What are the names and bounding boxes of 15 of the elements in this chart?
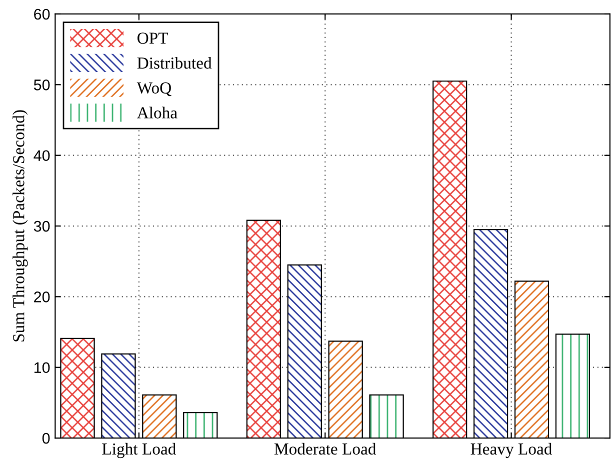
legend-label: Distributed bbox=[137, 56, 212, 69]
legend-label: OPT bbox=[138, 32, 168, 44]
x-tick-label: Moderate Load bbox=[274, 442, 376, 455]
y-tick-label: 60 bbox=[34, 8, 50, 20]
y-tick-label: 30 bbox=[34, 220, 50, 232]
y-tick-label: 10 bbox=[34, 362, 50, 374]
y-tick-label: 40 bbox=[34, 150, 50, 162]
y-tick-label: 20 bbox=[34, 292, 50, 302]
legend-label: WoQ bbox=[136, 82, 172, 96]
x-tick-label: Heavy Load bbox=[470, 442, 552, 458]
y-tick-label: 50 bbox=[34, 80, 50, 90]
x-tick-label: Light Load bbox=[102, 442, 176, 458]
y-tick-label: 0 bbox=[42, 432, 50, 444]
y-axis-title: Sum Throughput (Packets/Second) bbox=[12, 110, 28, 342]
legend-label: Aloha bbox=[137, 106, 178, 118]
